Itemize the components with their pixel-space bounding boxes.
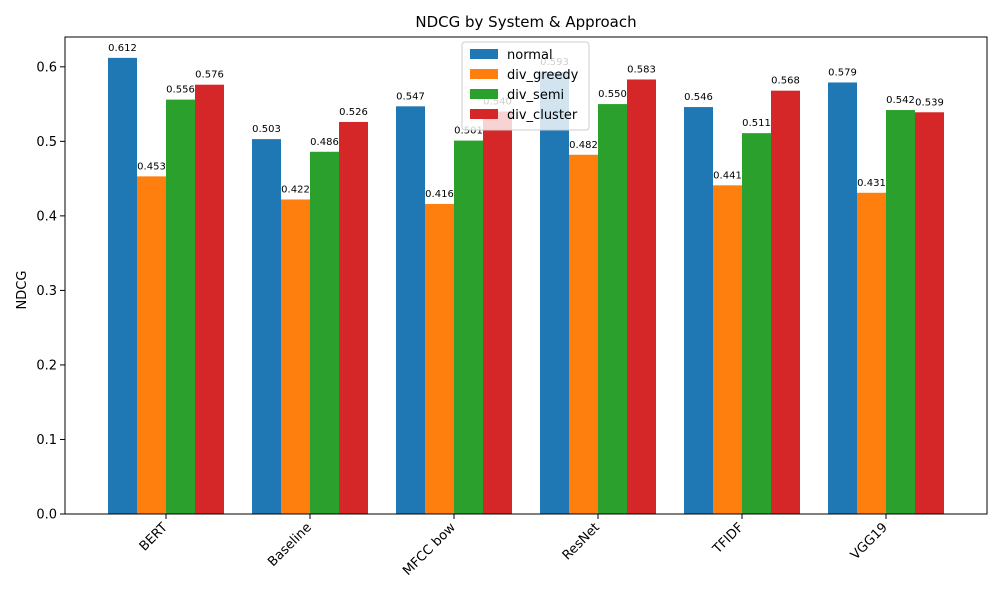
x-tick-label: ResNet: [560, 520, 603, 563]
legend-swatch-div_cluster: [470, 109, 498, 119]
bar-div_greedy-1: [281, 199, 310, 514]
bar-value-label: 0.612: [108, 43, 137, 54]
legend-label-normal: normal: [507, 48, 553, 63]
bar-div_semi-4: [742, 133, 771, 514]
bar-value-label: 0.556: [166, 85, 195, 96]
y-tick-label: 0.5: [36, 135, 57, 150]
bar-value-label: 0.441: [713, 170, 742, 181]
bar-div_greedy-3: [569, 154, 598, 514]
bar-div_greedy-4: [713, 185, 742, 514]
legend-box: [461, 41, 590, 131]
bar-div_greedy-2: [425, 203, 454, 514]
bar-value-label: 0.579: [828, 67, 857, 78]
y-axis-label: NDCG: [15, 271, 30, 310]
bar-div_cluster-0: [195, 84, 224, 514]
bar-div_cluster-4: [771, 90, 800, 514]
bar-div_semi-2: [454, 140, 483, 514]
bar-value-label: 0.547: [396, 91, 425, 102]
x-tick-label: TFIDF: [710, 520, 747, 557]
bar-value-label: 0.486: [310, 137, 339, 148]
bar-value-label: 0.482: [569, 140, 598, 151]
bar-div_semi-5: [886, 110, 915, 515]
bar-div_semi-3: [598, 104, 627, 514]
bar-value-label: 0.416: [425, 189, 454, 200]
legend: normal div_greedy div_semi div_cluster: [461, 41, 590, 131]
bar-normal-1: [252, 139, 281, 514]
bar-value-label: 0.583: [627, 64, 656, 75]
bar-value-label: 0.546: [684, 92, 713, 103]
y-tick-label: 0.6: [36, 60, 57, 75]
legend-swatch-normal: [470, 49, 498, 59]
bar-div_greedy-0: [137, 176, 166, 514]
y-tick-label: 0.1: [36, 433, 57, 448]
x-tick-label: Baseline: [265, 520, 315, 570]
bar-value-label: 0.422: [281, 184, 310, 195]
legend-label-div_semi: div_semi: [507, 88, 564, 103]
plot-area: 0.00.10.20.30.40.50.60.6120.4530.5560.57…: [36, 36, 988, 579]
legend-swatch-div_semi: [470, 89, 498, 99]
bar-normal-0: [108, 57, 137, 515]
chart-title: NDCG by System & Approach: [415, 13, 636, 31]
bar-value-label: 0.526: [339, 107, 368, 118]
y-tick-label: 0.2: [36, 358, 57, 373]
y-tick-label: 0.3: [36, 284, 57, 299]
plot-frame: [64, 36, 988, 515]
bar-div_cluster-5: [915, 112, 944, 515]
bar-value-label: 0.576: [195, 70, 224, 81]
y-tick-label: 0.4: [36, 209, 57, 224]
bar-div_cluster-1: [339, 121, 368, 514]
bar-value-label: 0.539: [915, 97, 944, 108]
bar-value-label: 0.453: [137, 161, 166, 172]
x-tick-label: BERT: [137, 520, 171, 554]
bar-value-label: 0.431: [857, 178, 886, 189]
bar-normal-2: [396, 106, 425, 515]
x-tick-label: VGG19: [848, 520, 891, 563]
bar-value-label: 0.503: [252, 124, 281, 135]
y-tick-label: 0.0: [36, 508, 57, 523]
bar-div_cluster-2: [483, 111, 512, 514]
legend-label-div_greedy: div_greedy: [507, 68, 579, 83]
legend-label-div_cluster: div_cluster: [507, 108, 578, 123]
bar-div_cluster-3: [627, 79, 656, 514]
bar-value-label: 0.511: [742, 118, 771, 129]
bar-div_semi-1: [310, 151, 339, 514]
bar-value-label: 0.501: [454, 126, 483, 137]
bar-value-label: 0.542: [886, 95, 915, 106]
bar-normal-3: [540, 72, 569, 514]
bar-normal-4: [684, 107, 713, 514]
bar-value-label: 0.550: [598, 89, 627, 100]
bar-normal-5: [828, 82, 857, 515]
bar-value-label: 0.568: [771, 76, 800, 87]
bar-div_greedy-5: [857, 192, 886, 514]
bar-div_semi-0: [166, 99, 195, 514]
legend-swatch-div_greedy: [470, 69, 498, 79]
x-tick-label: MFCC bow: [400, 520, 459, 579]
